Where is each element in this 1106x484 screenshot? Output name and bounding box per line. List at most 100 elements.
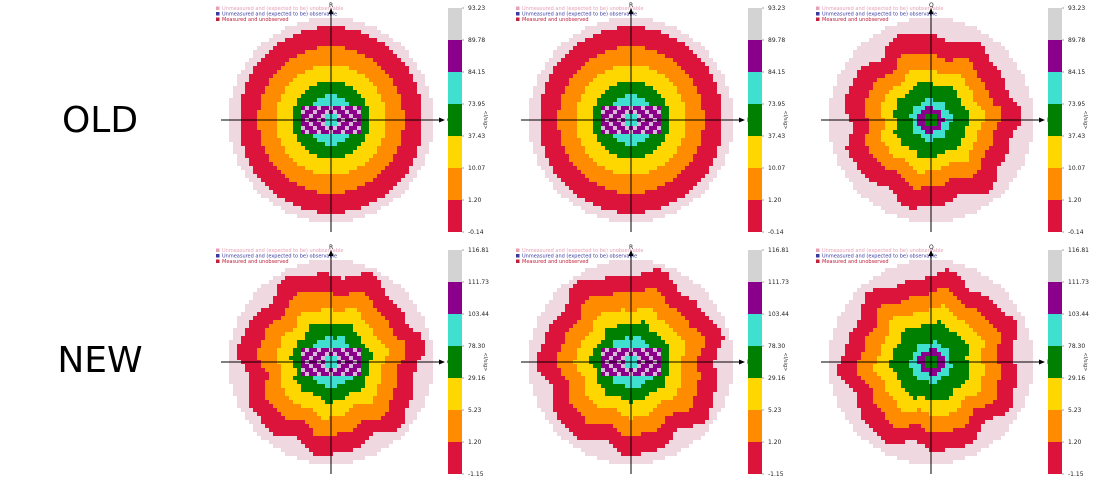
heatmap-cell: [277, 158, 281, 162]
heatmap-cell: [641, 130, 645, 134]
heatmap-cell: [281, 162, 285, 166]
heatmap-cell: [705, 70, 709, 74]
heatmap-cell: [381, 34, 385, 38]
heatmap-cell: [941, 22, 945, 26]
heatmap-cell: [993, 98, 997, 102]
heatmap-cell: [925, 42, 929, 46]
heatmap-cell: [361, 142, 365, 146]
heatmap-cell: [665, 110, 669, 114]
heatmap-cell: [545, 66, 549, 70]
heatmap-cell: [621, 210, 625, 214]
heatmap-cell: [381, 110, 385, 114]
v-axis-label: R: [329, 2, 333, 9]
heatmap-cell: [705, 162, 709, 166]
heatmap-cell: [381, 126, 385, 130]
heatmap-cell: [713, 158, 717, 162]
heatmap-cell: [369, 122, 373, 126]
heatmap-cell: [689, 82, 693, 86]
heatmap-cell: [685, 202, 689, 206]
heatmap-cell: [957, 78, 961, 82]
heatmap-cell: [341, 26, 345, 30]
heatmap-cell: [397, 62, 401, 66]
heatmap-cell: [245, 70, 249, 74]
heatmap-cell: [681, 110, 685, 114]
heatmap-cell: [621, 78, 625, 82]
heatmap-cell: [581, 198, 585, 202]
heatmap-cell: [341, 186, 345, 190]
heatmap-cell: [573, 110, 577, 114]
heatmap-cell: [577, 86, 581, 90]
heatmap-cell: [401, 58, 405, 62]
heatmap-cell: [993, 74, 997, 78]
heatmap-cell: [565, 186, 569, 190]
heatmap-cell: [1017, 78, 1021, 82]
heatmap-cell: [289, 142, 293, 146]
heatmap-cell: [345, 74, 349, 78]
heatmap-cell: [337, 162, 341, 166]
heatmap-cell: [369, 198, 373, 202]
heatmap-cell: [249, 158, 253, 162]
heatmap-cell: [653, 22, 657, 26]
heatmap-cell: [589, 54, 593, 58]
heatmap-cell: [717, 158, 721, 162]
heatmap-cell: [941, 46, 945, 50]
heatmap-cell: [613, 146, 617, 150]
heatmap-cell: [713, 70, 717, 74]
heatmap-cell: [257, 190, 261, 194]
heatmap-cell: [261, 106, 265, 110]
heatmap-cell: [341, 210, 345, 214]
heatmap-cell: [565, 62, 569, 66]
heatmap-cell: [289, 38, 293, 42]
heatmap-cell: [689, 190, 693, 194]
heatmap-cell: [653, 30, 657, 34]
heatmap-cell: [985, 70, 989, 74]
heatmap-cell: [681, 122, 685, 126]
heatmap-cell: [977, 74, 981, 78]
heatmap-cell: [297, 182, 301, 186]
heatmap-cell: [273, 74, 277, 78]
heatmap-cell: [645, 130, 649, 134]
heatmap-cell: [625, 170, 629, 174]
heatmap-cell: [333, 46, 337, 50]
heatmap-cell: [381, 54, 385, 58]
heatmap-cell: [613, 134, 617, 138]
heatmap-cell: [285, 206, 289, 210]
heatmap-cell: [637, 86, 641, 90]
heatmap-cell: [637, 94, 641, 98]
heatmap-cell: [561, 150, 565, 154]
heatmap-cell: [361, 150, 365, 154]
heatmap-cell: [313, 74, 317, 78]
heatmap-cell: [377, 90, 381, 94]
heatmap-cell: [617, 34, 621, 38]
heatmap-cell: [565, 90, 569, 94]
heatmap-cell: [669, 190, 673, 194]
heatmap-cell: [301, 82, 305, 86]
heatmap-cell: [237, 74, 241, 78]
heatmap-cell: [973, 26, 977, 30]
heatmap-cell: [957, 58, 961, 62]
heatmap-cell: [985, 62, 989, 66]
heatmap-cell: [537, 78, 541, 82]
heatmap-cell: [385, 46, 389, 50]
heatmap-cell: [609, 102, 613, 106]
heatmap-cell: [285, 78, 289, 82]
heatmap-cell: [837, 102, 841, 106]
heatmap-cell: [653, 202, 657, 206]
heatmap-cell: [669, 62, 673, 66]
heatmap-cell: [277, 182, 281, 186]
heatmap-cell: [401, 86, 405, 90]
heatmap-cell: [717, 150, 721, 154]
heatmap-cell: [945, 62, 949, 66]
heatmap-cell: [597, 150, 601, 154]
heatmap-cell: [653, 190, 657, 194]
heatmap-cell: [233, 138, 237, 142]
heatmap-cell: [549, 70, 553, 74]
heatmap-cell: [1009, 70, 1013, 74]
heatmap-cell: [677, 138, 681, 142]
legend-entry: Unmeasured and (expected to be) observab…: [222, 12, 337, 18]
heatmap-cell: [921, 82, 925, 86]
heatmap-cell: [409, 102, 413, 106]
heatmap-cell: [641, 194, 645, 198]
heatmap-cell: [593, 98, 597, 102]
heatmap-cell: [305, 126, 309, 130]
